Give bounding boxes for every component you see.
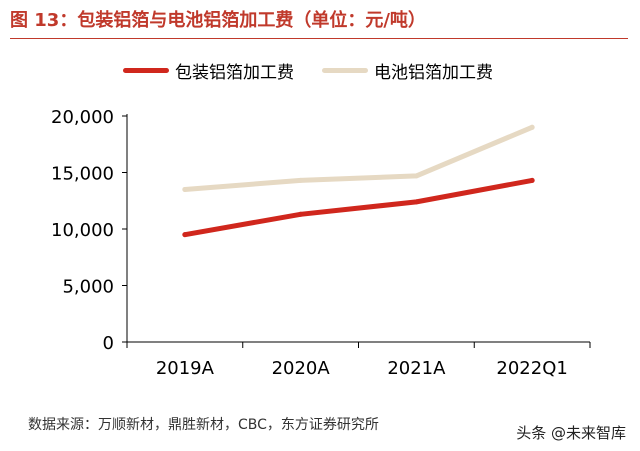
data-point-1-3 <box>529 124 535 130</box>
y-tick-label: 10,000 <box>51 220 114 241</box>
data-point-0-0 <box>182 232 188 238</box>
data-point-1-1 <box>298 177 304 183</box>
y-tick-label: 5,000 <box>62 277 114 298</box>
chart-title: 图 13：包装铝箔与电池铝箔加工费（单位：元/吨） <box>10 10 426 31</box>
x-tick-label: 2022Q1 <box>496 358 567 379</box>
data-point-1-2 <box>413 173 419 179</box>
legend-swatch-battery <box>322 68 368 73</box>
x-tick-label: 2020A <box>272 358 331 379</box>
y-tick-label: 20,000 <box>51 107 114 128</box>
legend-item-packaging: 包装铝箔加工费 <box>123 58 294 83</box>
data-source-note: 数据来源：万顺新材，鼎胜新材，CBC，东方证券研究所 <box>28 417 379 433</box>
legend-label-battery: 电池铝箔加工费 <box>374 63 493 83</box>
watermark: 头条 @未来智库 <box>516 424 626 442</box>
x-tick-label: 2021A <box>387 358 446 379</box>
series-line-0 <box>182 177 535 238</box>
title-divider <box>10 38 628 39</box>
y-tick-label: 0 <box>103 333 114 354</box>
data-point-0-1 <box>298 211 304 217</box>
legend-label-packaging: 包装铝箔加工费 <box>175 63 294 83</box>
data-point-0-2 <box>413 199 419 205</box>
data-point-0-3 <box>529 177 535 183</box>
legend-item-battery: 电池铝箔加工费 <box>322 58 493 83</box>
y-tick-label: 15,000 <box>51 164 114 185</box>
chart-legend: 包装铝箔加工费 电池铝箔加工费 <box>123 58 493 83</box>
series-line-1 <box>182 124 535 192</box>
legend-swatch-packaging <box>123 68 169 73</box>
x-tick-label: 2019A <box>156 358 215 379</box>
data-point-1-0 <box>182 186 188 192</box>
